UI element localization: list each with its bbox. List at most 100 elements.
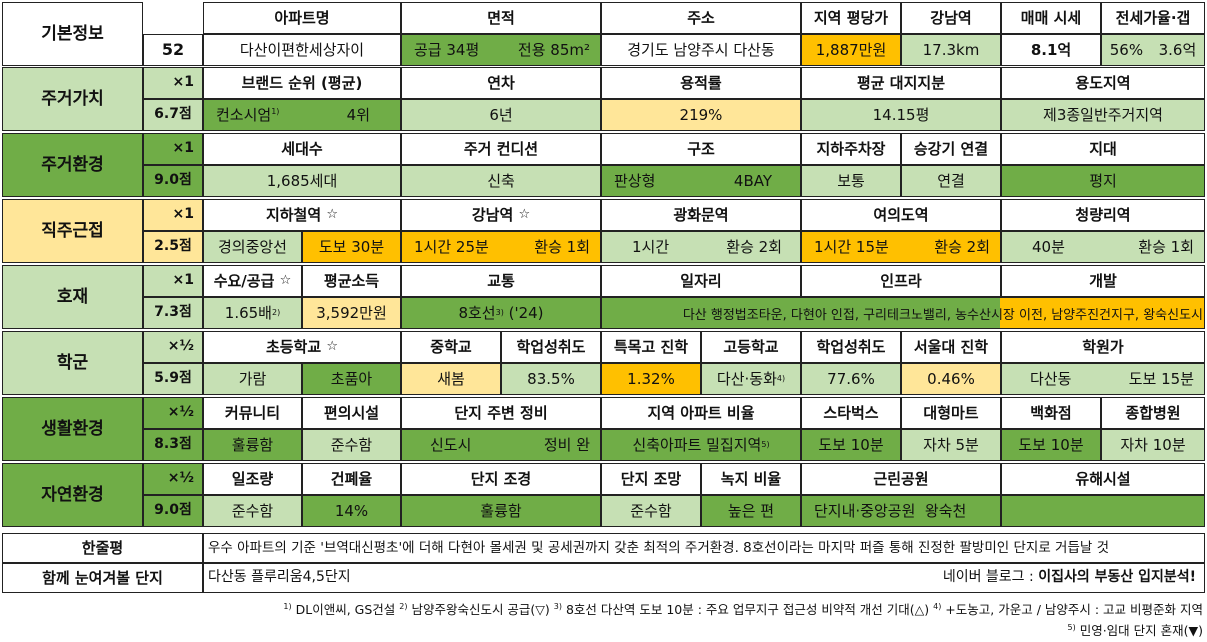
header-age: 연차 [401,67,601,99]
star-icon: ☆ [279,272,292,288]
brand-name: 컨소시엄1) [216,107,279,124]
header-demand-supply: 수요/공급 ☆ [203,265,302,297]
area-exclusive: 전용 85m² [517,40,590,59]
demand-supply-text: 1.65배 [224,303,272,322]
header-gangnam: 강남역 [901,2,1001,34]
header-parking: 지하주차장 [801,133,901,165]
multiplier-nature-env: ×½ [143,463,203,495]
subway-line-value: 경의중앙선 [203,231,302,263]
header-elementary: 초등학교 ☆ [203,331,401,363]
header-department-store: 백화점 [1001,397,1101,429]
score-residential-env: 9.0점 [143,165,203,197]
summary-text: 우수 아파트의 기준 '브역대신평초'에 더해 다현아 몰세권 및 공세권까지 … [203,533,1205,563]
footnotes-line-1: 1) DL이앤씨, GS건설 2) 남양주왕숙신도시 공급(▽) 3) 8호선 … [283,599,1203,618]
snu-value: 0.46% [901,363,1001,395]
header-jeonse-ratio: 전세가율·갭 [1101,2,1205,34]
header-green-ratio: 녹지 비율 [701,463,801,495]
blog-prefix: 네이버 블로그 : [942,569,1039,586]
header-avg-income: 평균소득 [302,265,401,297]
footnote-1-mark: 1) [283,601,292,611]
header-gangnam-station-text: 강남역 [471,205,514,224]
elementary-1-value: 가람 [203,363,302,395]
surroundings-text: 신도시 [430,435,472,454]
demand-supply-value: 1.65배 2) [203,297,302,329]
condition-value: 신축 [401,165,601,197]
development-combined-text: 다산 행정법조타운, 다현아 인접, 구리테크노밸리, 농수산시장 이전, 남양… [682,307,1203,323]
address-value: 경기도 남양주시 다산동 [601,34,801,66]
header-coverage: 건폐율 [302,463,401,495]
multiplier-residential-value: ×1 [143,67,203,99]
park-text-1: 단지내·중앙공원 [814,501,916,520]
cheongnyangni-commute-value: 40분 환승 1회 [1001,231,1205,263]
age-value: 6년 [401,99,601,131]
star-icon: ☆ [326,338,339,354]
header-middle: 중학교 [401,331,501,363]
parking-value: 보통 [801,165,901,197]
special-high-value: 1.32% [601,363,701,395]
header-address: 주소 [601,2,801,34]
score-nature-env: 9.0점 [143,495,203,527]
footnote-4-mark: 4) [933,601,942,611]
avg-income-value: 3,592만원 [302,297,401,329]
header-elementary-text: 초등학교 [265,337,322,356]
section-residential-env: 주거환경 [2,133,143,197]
header-far: 용적률 [601,67,801,99]
header-structure: 구조 [601,133,801,165]
land-share-value: 14.15평 [801,99,1001,131]
header-cheongnyangni: 청량리역 [1001,199,1205,231]
landscape-value: 훌륭함 [401,495,601,527]
jeonse-value: 56% 3.6억 [1101,34,1205,66]
header-sunlight: 일조량 [203,463,302,495]
header-park: 근린공원 [801,463,1001,495]
section-living-env: 생활환경 [2,397,143,461]
together-label: 함께 눈여겨볼 단지 [2,563,203,593]
header-community: 커뮤니티 [203,397,302,429]
redevelopment-text: 정비 완 [543,435,590,454]
footnote-1-text: DL이앤씨, GS건설 [291,602,400,617]
star-icon: ☆ [518,206,531,222]
header-yeouido: 여의도역 [801,199,1001,231]
section-school: 학군 [2,331,143,395]
yeouido-commute-value: 1시간 15분 환승 2회 [801,231,1001,263]
footnote-5-mark: 5) [1067,622,1076,632]
academy-walk: 도보 15분 [1128,369,1194,388]
starbucks-value: 도보 10분 [801,429,901,461]
header-mart: 대형마트 [901,397,1001,429]
multiplier-commute: ×1 [143,199,203,231]
header-academy: 학원가 [1001,331,1205,363]
brand-rank: 4위 [346,105,370,124]
yeouido-time: 1시간 15분 [814,237,889,256]
structure-value: 판상형 4BAY [601,165,801,197]
score-residential-value: 6.7점 [143,99,203,131]
header-starbucks: 스타벅스 [801,397,901,429]
elementary-2-value: 초품아 [302,363,401,395]
header-gwanghwamun: 광화문역 [601,199,801,231]
summary-label: 한줄평 [2,533,203,563]
department-store-value: 도보 10분 [1001,429,1101,461]
header-regional-price: 지역 평당가 [801,2,901,34]
header-development: 개발 [1001,265,1205,297]
score-development: 7.3점 [143,297,203,329]
header-elevator: 승강기 연결 [901,133,1001,165]
transport-value: 8호선 3) ('24) [401,297,601,329]
header-gangnam-station: 강남역 ☆ [401,199,601,231]
regional-price-value: 1,887만원 [801,34,901,66]
basic-info-label: 기본정보 [2,2,143,66]
header-zoning: 용도지역 [1001,67,1205,99]
multiplier-living-env: ×½ [143,397,203,429]
gangnam-time: 1시간 25분 [414,237,489,256]
sale-price-value: 8.1억 [1001,34,1101,66]
footnote-2-mark: 2) [399,601,408,611]
footnote-3-text: 8호선 다산역 도보 10분 : 주요 업무지구 접근성 비약적 개선 기대(△… [561,602,934,617]
hospital-value: 자차 10분 [1101,429,1205,461]
academy-value: 다산동 도보 15분 [1001,363,1205,395]
view-value: 준수함 [601,495,701,527]
header-condition: 주거 컨디션 [401,133,601,165]
section-development: 호재 [2,265,143,329]
header-hospital: 종합병원 [1101,397,1205,429]
footnote-2-text: 남양주왕숙신도시 공급(▽) [407,602,554,617]
apt-ratio-text: 신축아파트 밀집지역 [632,435,762,454]
brand-value: 컨소시엄1) 4위 [203,99,401,131]
cheongnyangni-transfer: 환승 1회 [1138,237,1194,256]
footnote-1-ref: 1) [271,106,280,116]
